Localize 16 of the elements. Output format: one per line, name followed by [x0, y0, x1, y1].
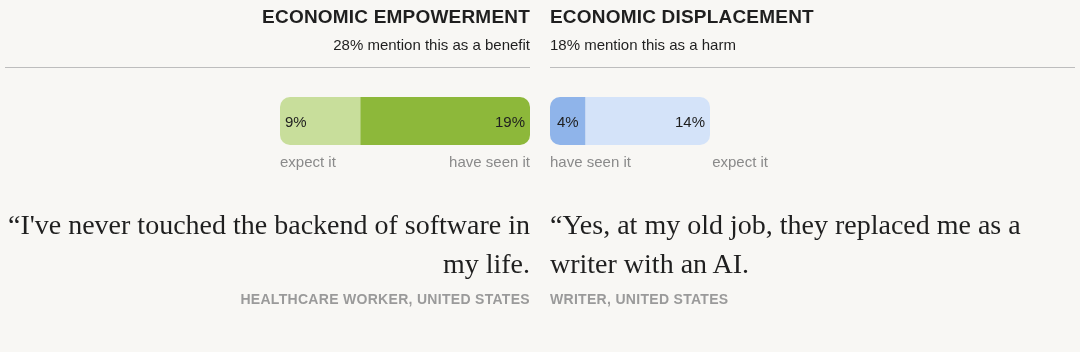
data-label: 4% [556, 112, 579, 130]
series-label: expect it [280, 153, 336, 170]
data-label: 19% [494, 112, 525, 130]
series-label: have seen it [449, 153, 530, 170]
text: WRITER, UNITED STATES [550, 291, 730, 307]
text: “I've never touched the backend of software in my life. [6, 208, 530, 281]
data-label: 9% [285, 112, 307, 130]
chart-subtitle: 28% mention this as a benefit [332, 36, 530, 53]
series-label: expect it [712, 153, 768, 170]
chart-subtitle: 18% mention this as a harm [550, 36, 737, 53]
data-label: 14% [674, 112, 705, 130]
series-label: have seen it [550, 153, 631, 170]
chart-title: ECONOMIC DISPLACEMENT [550, 6, 815, 28]
text: “Yes, at my old job, they replaced me as a writer with an AI. [550, 208, 1022, 281]
text: HEALTHCARE WORKER, UNITED STATES [239, 291, 530, 307]
chart-title: ECONOMIC EMPOWERMENT [261, 6, 530, 28]
